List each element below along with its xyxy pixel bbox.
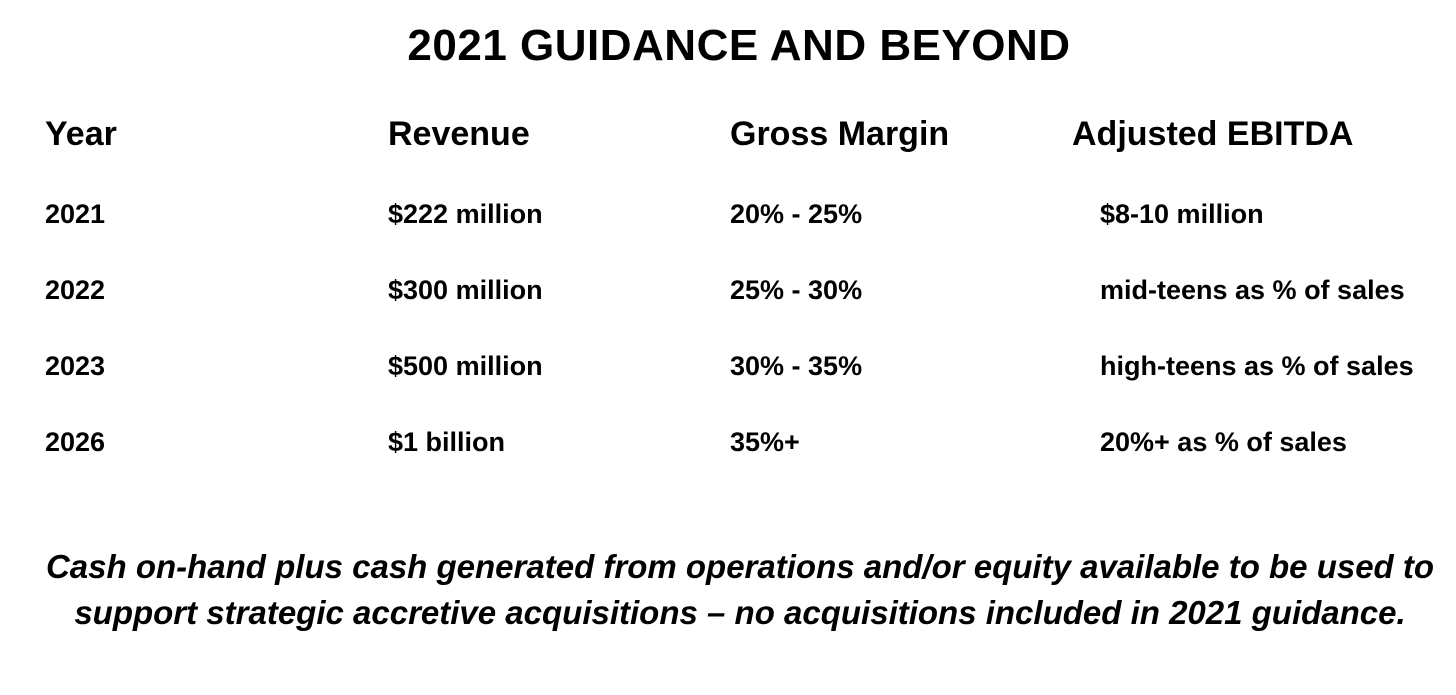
column-header-year: Year	[45, 115, 117, 153]
table-cell-gross-margin: 35%+	[730, 427, 800, 457]
footnote: Cash on-hand plus cash generated from op…	[45, 548, 1435, 631]
table-cell-adjusted-ebitda: $8-10 million	[1100, 199, 1264, 229]
column-header-gross-margin: Gross Margin	[730, 115, 950, 153]
table-cell-year: 2023	[45, 351, 106, 381]
table-cell-revenue: $1 billion	[388, 427, 506, 457]
table-cell-adjusted-ebitda: mid-teens as % of sales	[1100, 275, 1405, 305]
table-cell-revenue: $500 million	[388, 351, 543, 381]
table-cell-gross-margin: 25% - 30%	[730, 275, 863, 305]
column-header-revenue: Revenue	[388, 115, 530, 153]
table-cell-revenue: $300 million	[388, 275, 543, 305]
table-cell-year: 2021	[45, 199, 106, 229]
table-cell-adjusted-ebitda: high-teens as % of sales	[1100, 351, 1414, 381]
table-cell-year: 2022	[45, 275, 106, 305]
table-cell-year: 2026	[45, 427, 106, 457]
page-title: 2021 GUIDANCE AND BEYOND	[407, 21, 1071, 70]
table-cell-revenue: $222 million	[388, 199, 543, 229]
table-cell-gross-margin: 30% - 35%	[730, 351, 863, 381]
column-header-adjusted-ebitda: Adjusted EBITDA	[1072, 115, 1354, 153]
table-cell-gross-margin: 20% - 25%	[730, 199, 863, 229]
table-cell-adjusted-ebitda: 20%+ as % of sales	[1100, 427, 1347, 457]
